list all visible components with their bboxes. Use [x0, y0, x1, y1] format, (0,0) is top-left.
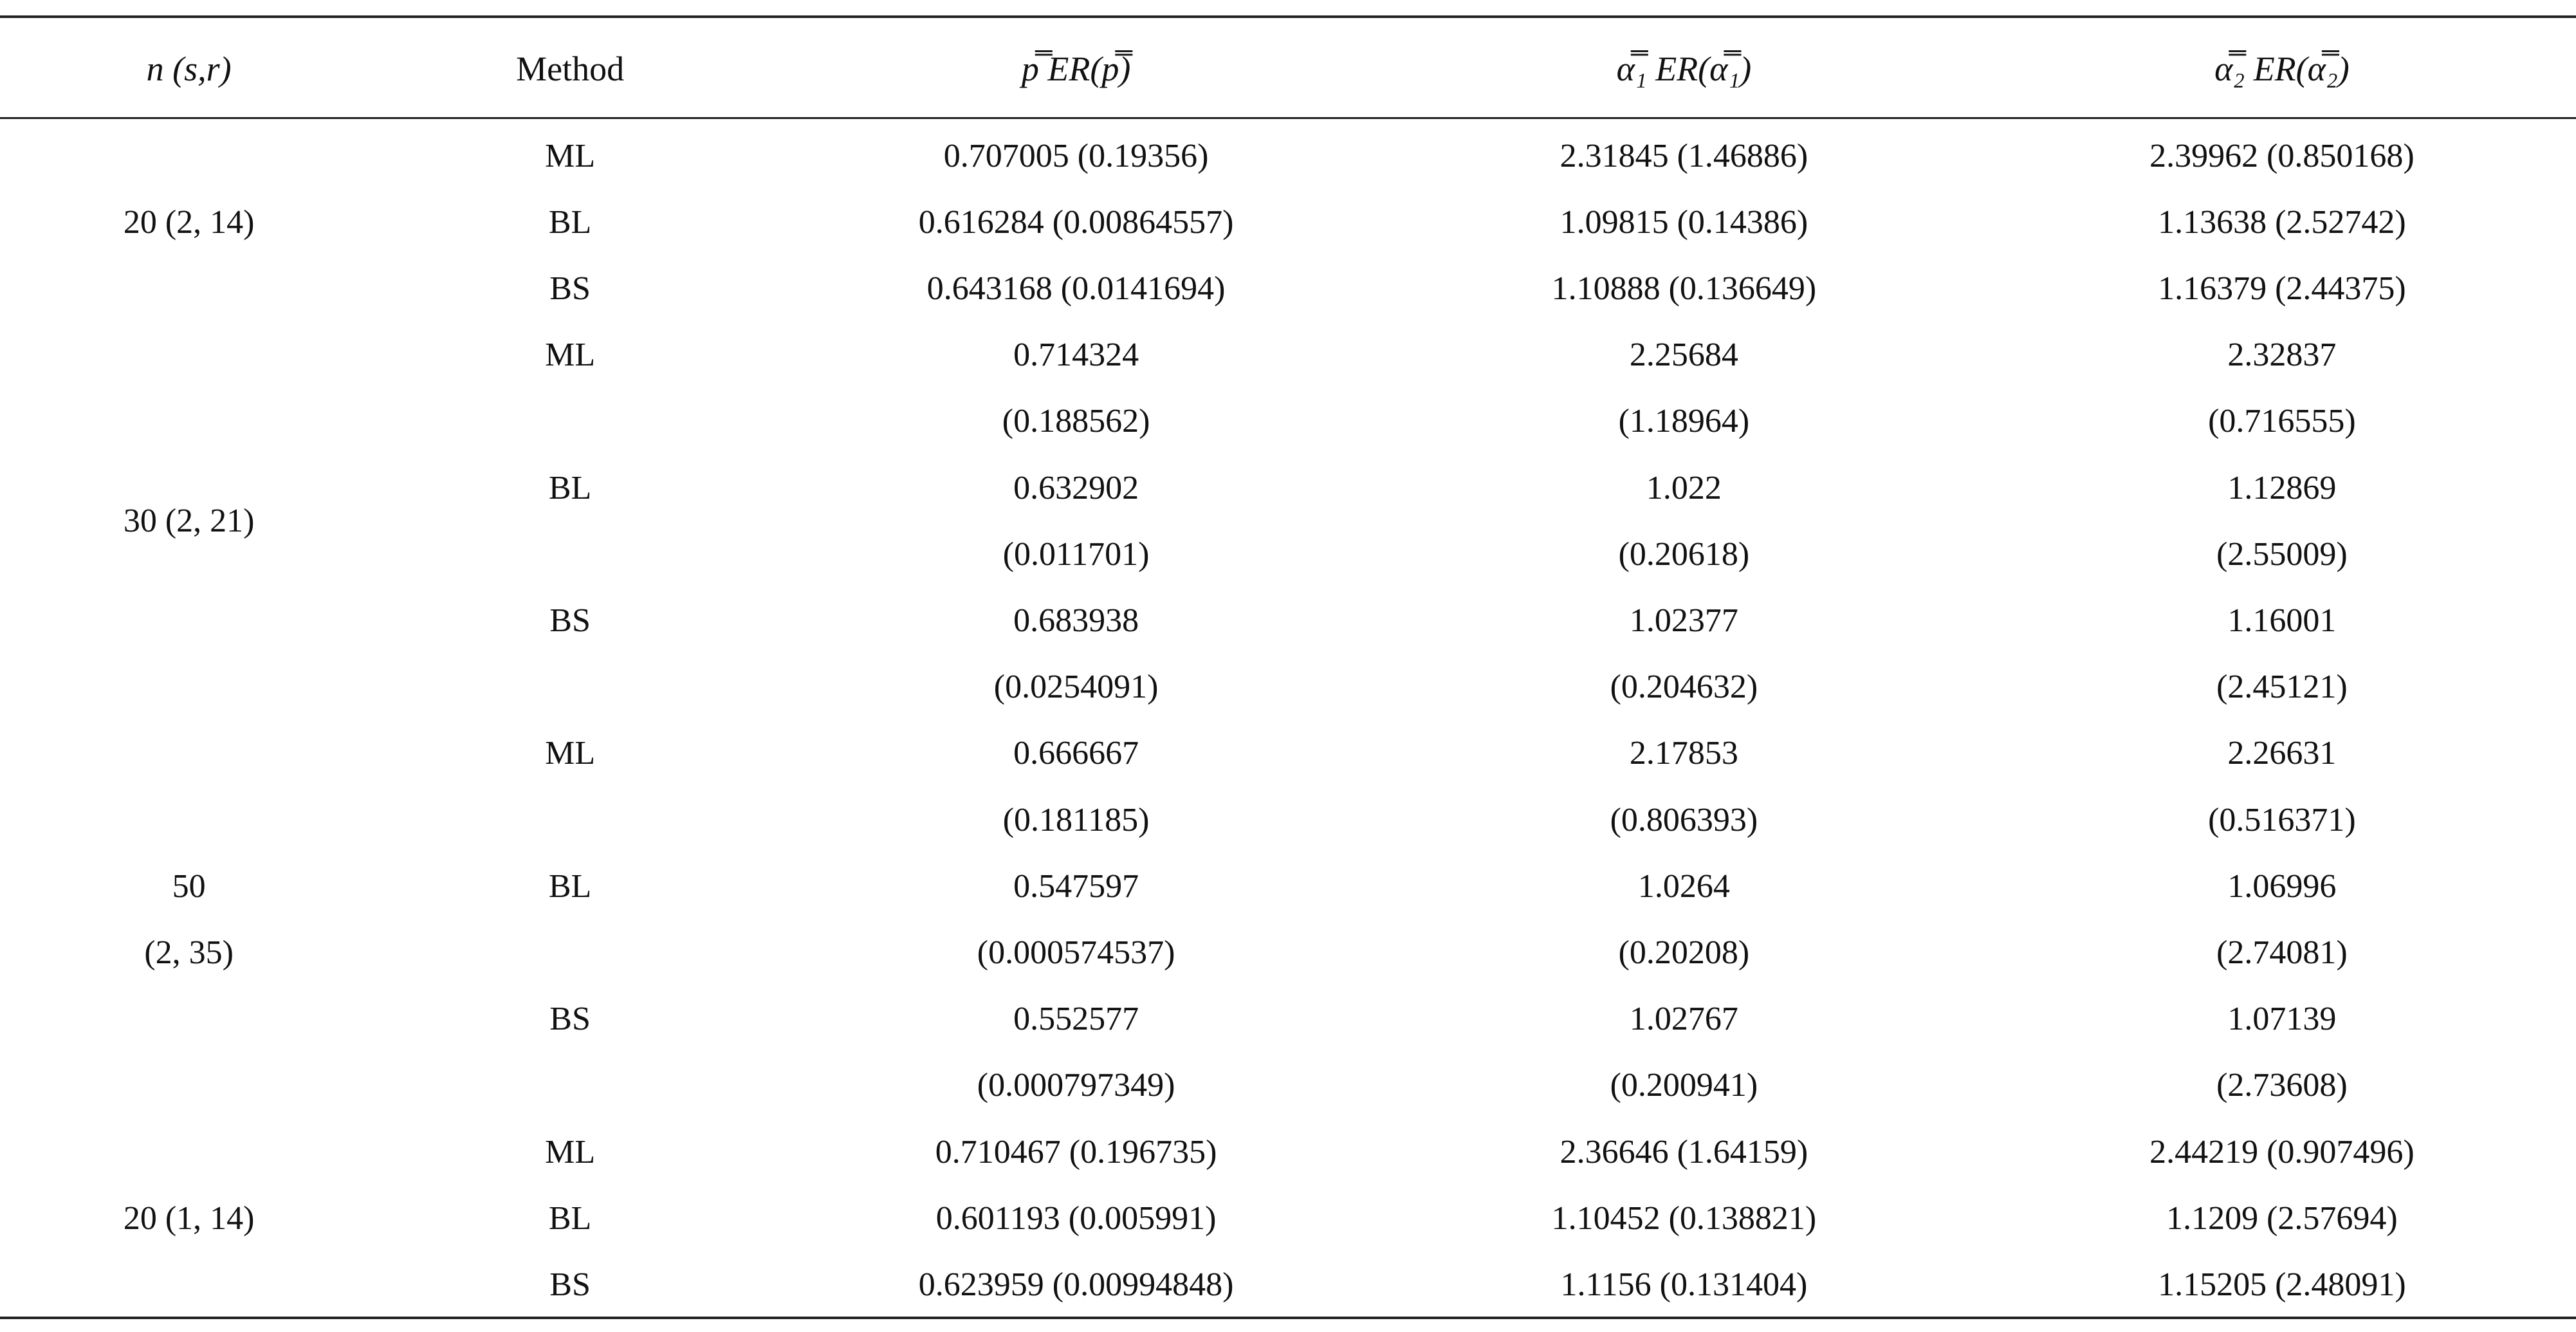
group-label: 50 [172, 867, 206, 905]
value-cell: (0.200941) [1610, 1067, 1758, 1104]
value-cell: 0.710467 (0.196735) [935, 1133, 1217, 1170]
value-cell: 2.39962 (0.850168) [2149, 137, 2415, 174]
value-cell: 1.15205 (2.48091) [2158, 1266, 2406, 1303]
value-cell: 0.601193 (0.005991) [935, 1199, 1217, 1237]
value-cell: (0.188562) [1002, 403, 1150, 440]
value-cell: 1.12869 [2227, 469, 2337, 506]
value-cell: 0.623959 (0.00994848) [918, 1266, 1234, 1303]
value-cell: 1.16001 [2227, 602, 2337, 639]
method-cell: ML [545, 1133, 596, 1170]
group-label: 20 (1, 14) [123, 1199, 255, 1237]
method-cell: BL [548, 867, 592, 905]
value-cell: (1.18964) [1618, 403, 1750, 440]
value-cell: (0.20618) [1618, 535, 1750, 573]
method-cell: ML [545, 735, 596, 772]
value-cell: (2.45121) [2216, 669, 2348, 706]
value-cell: (0.20208) [1618, 934, 1750, 971]
method-cell: ML [545, 137, 596, 174]
value-cell: 2.31845 (1.46886) [1559, 137, 1808, 174]
value-cell: 1.10888 (0.136649) [1551, 270, 1817, 307]
method-cell: BS [549, 1266, 591, 1303]
value-cell: (0.204632) [1610, 669, 1758, 706]
value-cell: (0.716555) [2208, 403, 2356, 440]
value-cell: 0.714324 [1013, 337, 1139, 374]
value-cell: 0.552577 [1013, 1001, 1139, 1038]
value-cell: (2.55009) [2216, 535, 2348, 573]
value-cell: (0.516371) [2208, 801, 2356, 838]
value-cell: 1.16379 (2.44375) [2158, 270, 2406, 307]
value-cell: (2.73608) [2216, 1067, 2348, 1104]
value-cell: 1.02377 [1629, 602, 1738, 639]
value-cell: 1.1209 (2.57694) [2166, 1199, 2398, 1237]
bottom-rule [0, 1317, 2576, 1319]
value-cell: 1.13638 (2.52742) [2158, 203, 2406, 241]
method-cell: BL [548, 203, 592, 241]
value-cell: 2.44219 (0.907496) [2149, 1133, 2415, 1170]
value-cell: 2.26631 [2227, 735, 2337, 772]
group-label: (2, 35) [144, 934, 234, 971]
value-cell: (0.806393) [1610, 801, 1758, 838]
header-rule [0, 117, 2576, 119]
value-cell: (2.74081) [2216, 934, 2348, 971]
value-cell: 1.1156 (0.131404) [1560, 1266, 1808, 1303]
method-cell: BL [548, 469, 592, 506]
value-cell: 0.616284 (0.00864557) [918, 203, 1234, 241]
method-cell: BS [549, 602, 591, 639]
value-cell: 1.022 [1646, 469, 1722, 506]
value-cell: (0.000797349) [977, 1067, 1175, 1104]
header-cell: Method [516, 50, 625, 89]
top-rule [0, 15, 2576, 18]
header-cell: α̿₂ ER(α̿₂) [2214, 50, 2350, 89]
group-label: 30 (2, 21) [123, 503, 255, 540]
value-cell: (0.011701) [1002, 535, 1150, 573]
value-cell: 1.10452 (0.138821) [1551, 1199, 1817, 1237]
value-cell: (0.0254091) [993, 669, 1159, 706]
value-cell: 2.25684 [1629, 337, 1738, 374]
value-cell: 0.666667 [1013, 735, 1139, 772]
value-cell: 0.547597 [1013, 867, 1139, 905]
value-cell: 1.06996 [2227, 867, 2337, 905]
value-cell: 0.707005 (0.19356) [943, 137, 1209, 174]
method-cell: ML [545, 337, 596, 374]
value-cell: 1.09815 (0.14386) [1559, 203, 1808, 241]
value-cell: 1.02767 [1629, 1001, 1738, 1038]
value-cell: 2.36646 (1.64159) [1559, 1133, 1808, 1170]
method-cell: BS [549, 1001, 591, 1038]
header-cell: α̿₁ ER(α̿₁) [1616, 50, 1752, 89]
method-cell: BS [549, 270, 591, 307]
value-cell: 0.643168 (0.0141694) [926, 270, 1226, 307]
method-cell: BL [548, 1199, 592, 1237]
value-cell: 1.0264 [1637, 867, 1730, 905]
value-cell: (0.181185) [1002, 801, 1150, 838]
header-cell: p̿ ER(p̿) [1021, 50, 1131, 89]
value-cell: (0.000574537) [977, 934, 1175, 971]
value-cell: 2.17853 [1629, 735, 1738, 772]
value-cell: 2.32837 [2227, 337, 2337, 374]
value-cell: 0.632902 [1013, 469, 1139, 506]
value-cell: 1.07139 [2227, 1001, 2337, 1038]
header-cell: n (s,r) [146, 50, 232, 89]
group-label: 20 (2, 14) [123, 203, 255, 241]
value-cell: 0.683938 [1013, 602, 1139, 639]
